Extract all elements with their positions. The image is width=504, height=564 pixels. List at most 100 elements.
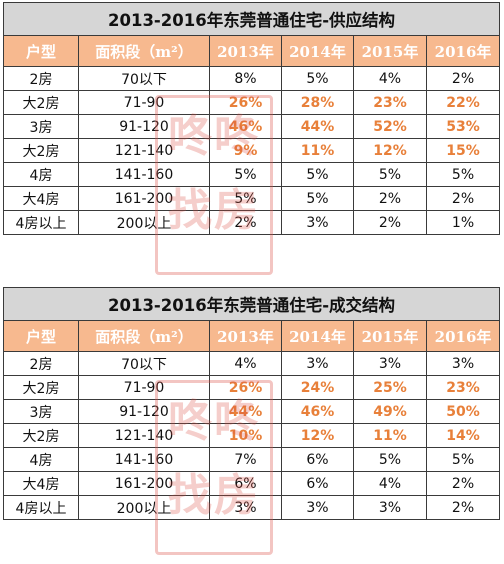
area-range-cell: 141-160 [78, 162, 210, 187]
share-cell: 23% [353, 90, 427, 115]
share-cell: 23% [425, 375, 501, 400]
share-cell: 5% [425, 447, 501, 472]
unit-type-cell: 4房 [3, 447, 79, 472]
share-cell: 44% [209, 399, 282, 424]
table-title: 2013-2016年东莞普通住宅-成交结构 [2, 287, 501, 321]
share-cell: 5% [353, 447, 427, 472]
share-cell: 5% [425, 162, 501, 187]
share-cell: 6% [281, 447, 354, 472]
share-cell: 2% [425, 186, 501, 211]
column-header: 户型 [3, 35, 79, 67]
share-cell: 1% [425, 210, 501, 235]
unit-type-cell: 2房 [3, 351, 79, 376]
share-cell: 2% [425, 495, 501, 520]
share-cell: 3% [353, 495, 427, 520]
table-row: 4房以上 200以上 3% 3% 3% 2% [3, 495, 501, 520]
column-header: 2015年 [353, 35, 427, 67]
share-cell: 3% [209, 495, 282, 520]
transaction-structure-panel: 2013-2016年东莞普通住宅-成交结构 户型 面积段（m²） 2013年 2… [2, 287, 501, 520]
area-range-cell: 71-90 [78, 375, 210, 400]
area-range-cell: 141-160 [78, 447, 210, 472]
share-cell: 5% [209, 186, 282, 211]
share-cell: 6% [209, 471, 282, 496]
area-range-cell: 91-120 [78, 114, 210, 139]
unit-type-cell: 大4房 [3, 186, 79, 211]
table-row: 大2房 71-90 26% 28% 23% 22% [3, 90, 501, 115]
share-cell: 3% [281, 210, 354, 235]
unit-type-cell: 4房 [3, 162, 79, 187]
share-cell: 12% [281, 423, 354, 448]
area-range-cell: 200以上 [78, 495, 210, 520]
share-cell: 3% [281, 351, 354, 376]
table-row: 大2房 121-140 9% 11% 12% 15% [3, 138, 501, 163]
supply-structure-panel: 2013-2016年东莞普通住宅-供应结构 户型 面积段（m²） 2013年 2… [2, 2, 501, 235]
supply-structure-table: 2013-2016年东莞普通住宅-供应结构 户型 面积段（m²） 2013年 2… [2, 2, 501, 235]
transaction-table-body: 2013-2016年东莞普通住宅-成交结构 户型 面积段（m²） 2013年 2… [2, 287, 501, 520]
unit-type-cell: 4房以上 [3, 210, 79, 235]
share-cell: 28% [281, 90, 354, 115]
share-cell: 12% [353, 138, 427, 163]
share-cell: 5% [353, 162, 427, 187]
share-cell: 22% [425, 90, 501, 115]
share-cell: 5% [281, 66, 354, 91]
share-cell: 3% [353, 351, 427, 376]
unit-type-cell: 大2房 [3, 90, 79, 115]
column-header: 2013年 [209, 320, 282, 352]
share-cell: 3% [281, 495, 354, 520]
share-cell: 2% [353, 186, 427, 211]
share-cell: 4% [209, 351, 282, 376]
share-cell: 24% [281, 375, 354, 400]
supply-table-body: 2013-2016年东莞普通住宅-供应结构 户型 面积段（m²） 2013年 2… [2, 2, 501, 235]
table-row: 2房 70以下 8% 5% 4% 2% [3, 66, 501, 91]
table-title: 2013-2016年东莞普通住宅-供应结构 [2, 2, 501, 36]
area-range-cell: 70以下 [78, 351, 210, 376]
header-row: 户型 面积段（m²） 2013年 2014年 2015年 2016年 [3, 320, 501, 352]
area-range-cell: 71-90 [78, 90, 210, 115]
share-cell: 46% [281, 399, 354, 424]
unit-type-cell: 2房 [3, 66, 79, 91]
column-header: 2014年 [281, 35, 354, 67]
share-cell: 50% [425, 399, 501, 424]
share-cell: 11% [281, 138, 354, 163]
area-range-cell: 161-200 [78, 471, 210, 496]
share-cell: 53% [425, 114, 501, 139]
unit-type-cell: 大2房 [3, 423, 79, 448]
unit-type-cell: 大2房 [3, 375, 79, 400]
share-cell: 25% [353, 375, 427, 400]
share-cell: 2% [425, 471, 501, 496]
unit-type-cell: 大4房 [3, 471, 79, 496]
area-range-cell: 121-140 [78, 138, 210, 163]
table-row: 2房 70以下 4% 3% 3% 3% [3, 351, 501, 376]
table-row: 3房 91-120 46% 44% 52% 53% [3, 114, 501, 139]
unit-type-cell: 3房 [3, 399, 79, 424]
share-cell: 2% [425, 66, 501, 91]
share-cell: 5% [209, 162, 282, 187]
share-cell: 8% [209, 66, 282, 91]
share-cell: 15% [425, 138, 501, 163]
table-row: 4房 141-160 5% 5% 5% 5% [3, 162, 501, 187]
header-row: 户型 面积段（m²） 2013年 2014年 2015年 2016年 [3, 35, 501, 67]
share-cell: 10% [209, 423, 282, 448]
table-row: 3房 91-120 44% 46% 49% 50% [3, 399, 501, 424]
unit-type-cell: 3房 [3, 114, 79, 139]
column-header: 2016年 [425, 35, 501, 67]
column-header: 面积段（m²） [78, 35, 210, 67]
share-cell: 14% [425, 423, 501, 448]
share-cell: 4% [353, 66, 427, 91]
area-range-cell: 121-140 [78, 423, 210, 448]
table-row: 4房 141-160 7% 6% 5% 5% [3, 447, 501, 472]
share-cell: 5% [281, 162, 354, 187]
column-header: 2016年 [425, 320, 501, 352]
table-row: 4房以上 200以上 2% 3% 2% 1% [3, 210, 501, 235]
table-row: 大4房 161-200 5% 5% 2% 2% [3, 186, 501, 211]
unit-type-cell: 4房以上 [3, 495, 79, 520]
table-row: 大4房 161-200 6% 6% 4% 2% [3, 471, 501, 496]
column-header: 2014年 [281, 320, 354, 352]
column-header: 面积段（m²） [78, 320, 210, 352]
share-cell: 9% [209, 138, 282, 163]
share-cell: 7% [209, 447, 282, 472]
share-cell: 26% [209, 90, 282, 115]
area-range-cell: 70以下 [78, 66, 210, 91]
area-range-cell: 200以上 [78, 210, 210, 235]
share-cell: 44% [281, 114, 354, 139]
